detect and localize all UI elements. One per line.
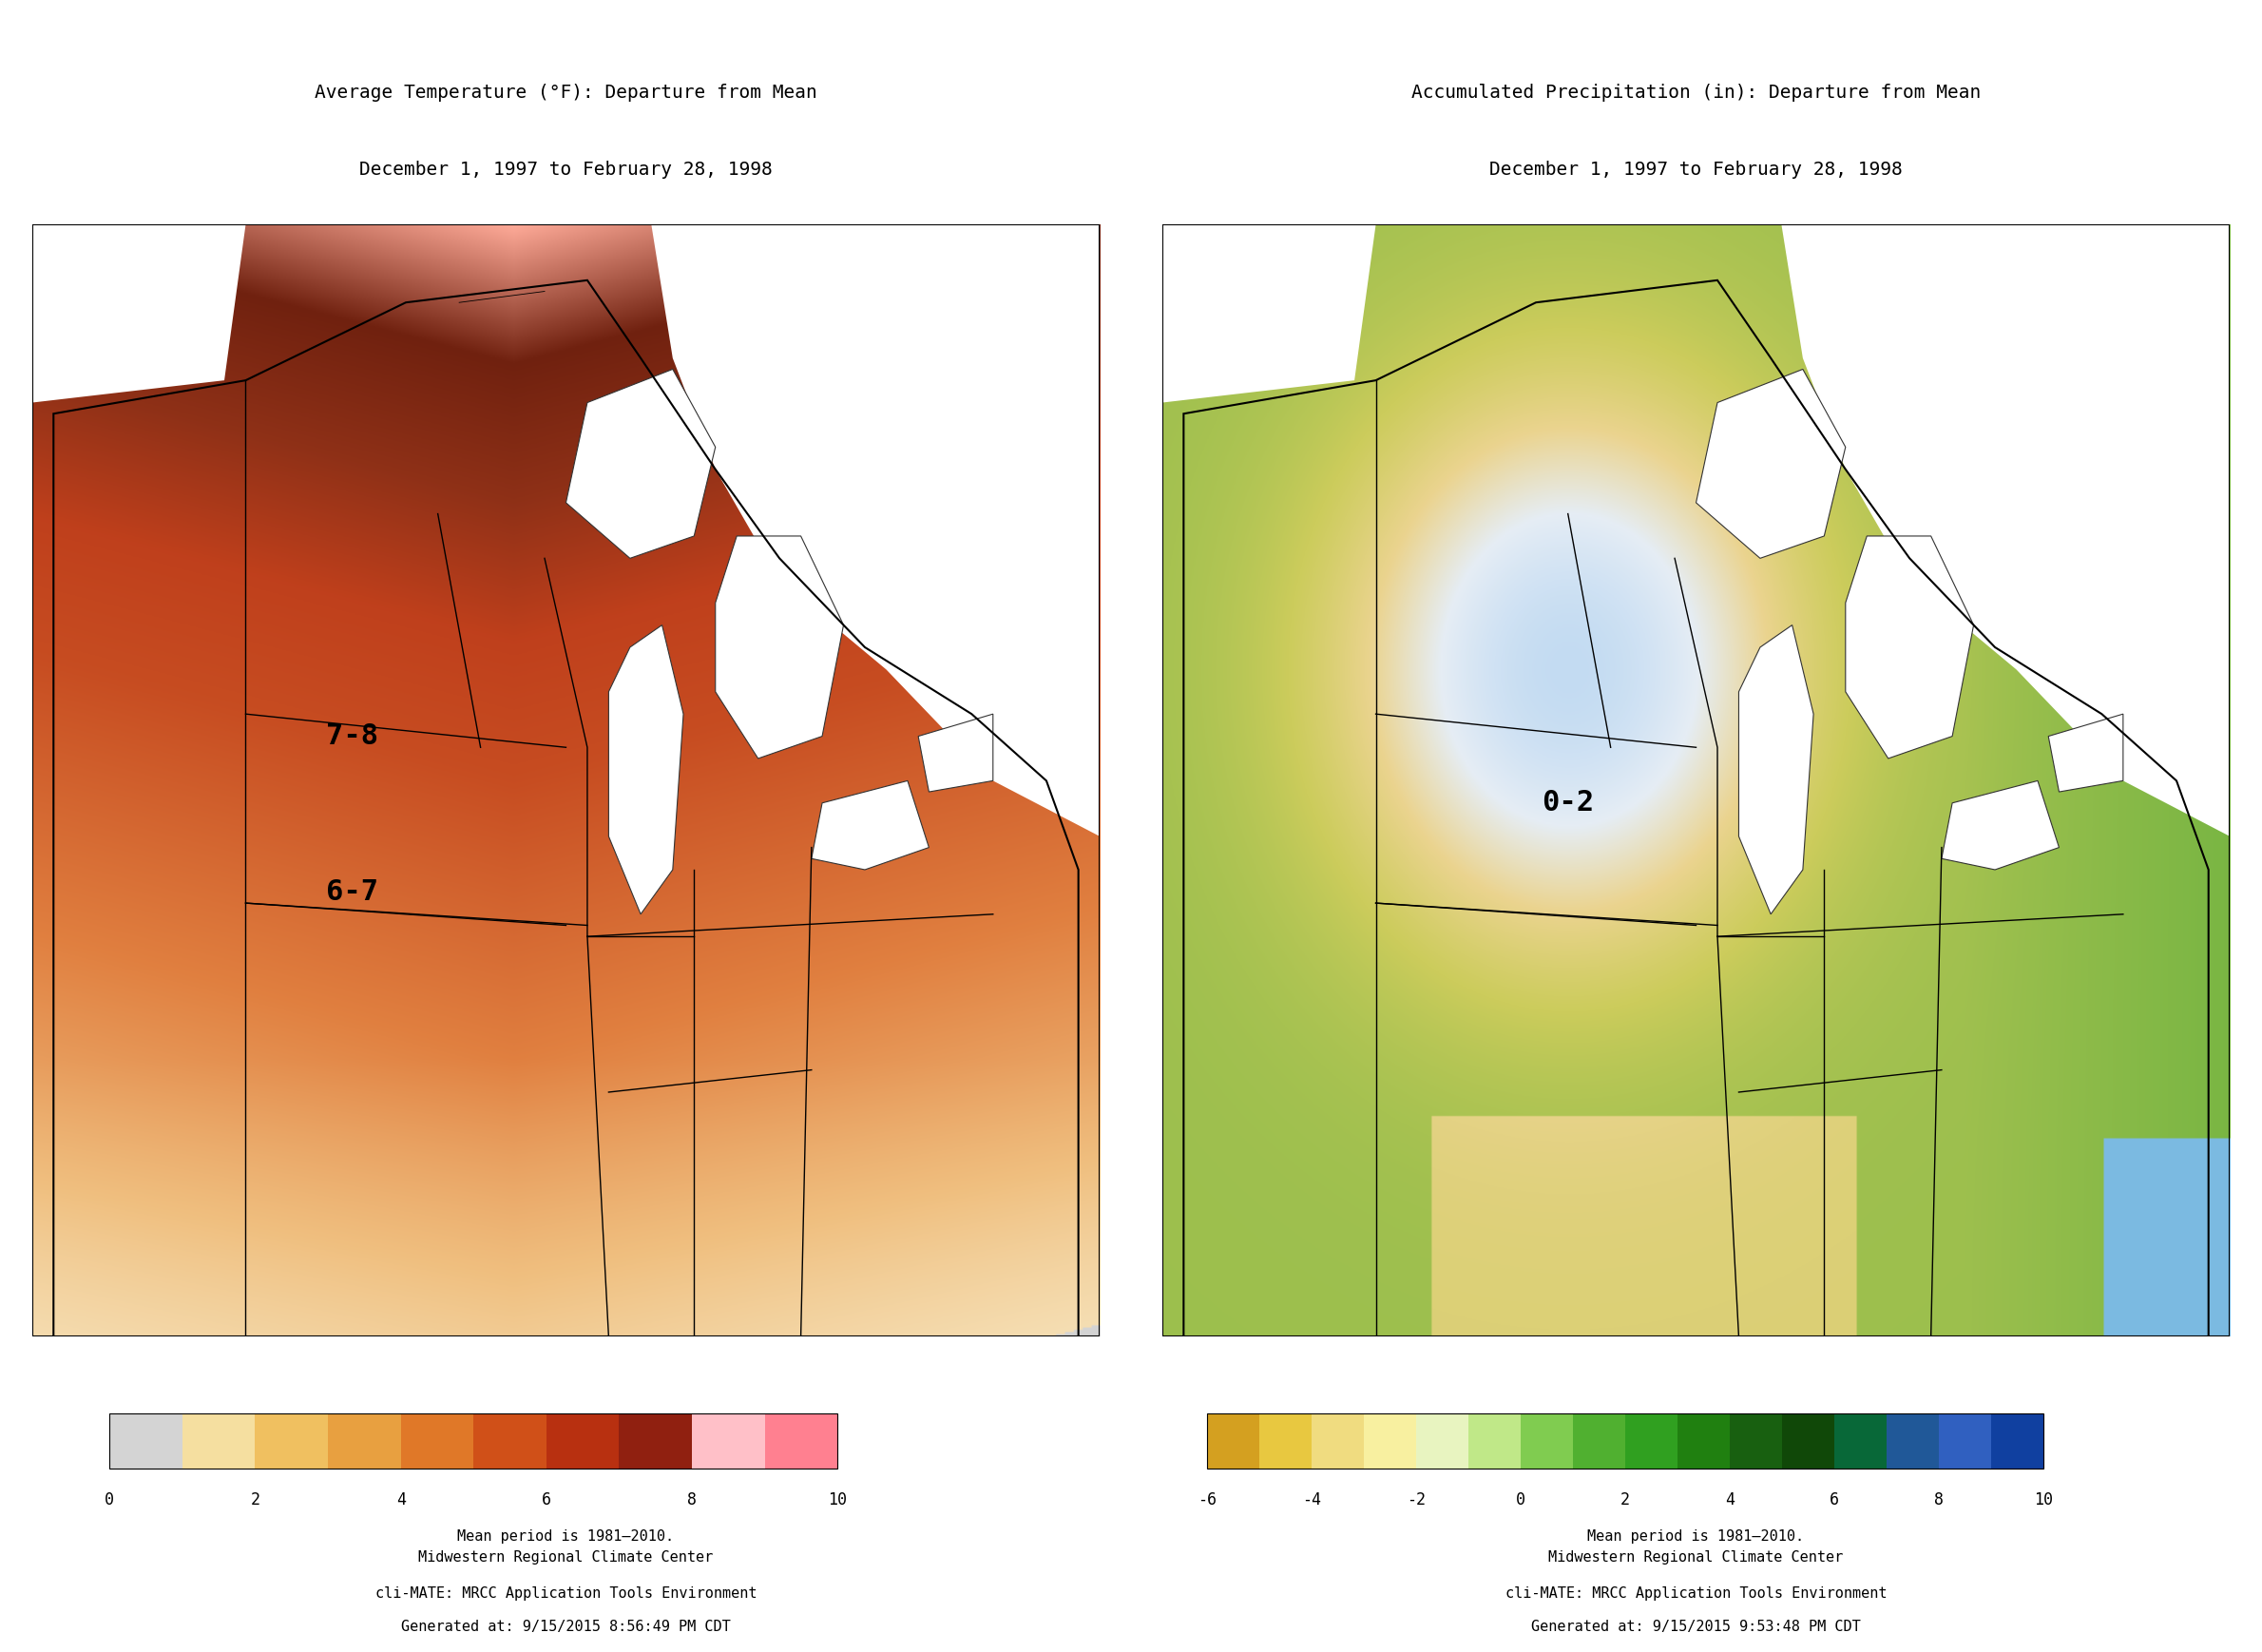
Text: cli-MATE: MRCC Application Tools Environment: cli-MATE: MRCC Application Tools Environ…: [375, 1586, 758, 1601]
Text: 0: 0: [104, 1490, 115, 1508]
Polygon shape: [2049, 714, 2124, 791]
Polygon shape: [608, 624, 683, 914]
Text: -4: -4: [1303, 1490, 1321, 1508]
Text: 6: 6: [541, 1490, 552, 1508]
Text: 6: 6: [1830, 1490, 1839, 1508]
Polygon shape: [1739, 624, 1814, 914]
Text: Generated at: 9/15/2015 9:53:48 PM CDT: Generated at: 9/15/2015 9:53:48 PM CDT: [1531, 1621, 1862, 1634]
Bar: [400, 1412, 473, 1469]
Text: 7-8: 7-8: [326, 722, 378, 750]
Text: Midwestern Regional Climate Center: Midwestern Regional Climate Center: [418, 1551, 713, 1564]
Text: 2: 2: [1620, 1490, 1631, 1508]
Bar: [1260, 1412, 1312, 1469]
Text: Mean period is 1981–2010.: Mean period is 1981–2010.: [457, 1530, 674, 1545]
Text: 8: 8: [688, 1490, 697, 1508]
Bar: [328, 1412, 400, 1469]
Bar: [109, 1412, 183, 1469]
Text: Midwestern Regional Climate Center: Midwestern Regional Climate Center: [1549, 1551, 1844, 1564]
Bar: [256, 1412, 328, 1469]
Text: 6-7: 6-7: [326, 879, 378, 905]
Polygon shape: [1782, 225, 2230, 836]
Text: Average Temperature (°F): Departure from Mean: Average Temperature (°F): Departure from…: [314, 84, 817, 102]
Text: -6: -6: [1197, 1490, 1217, 1508]
Text: 10: 10: [828, 1490, 846, 1508]
Polygon shape: [1696, 368, 1846, 558]
Text: 8: 8: [1934, 1490, 1943, 1508]
Bar: [1520, 1412, 1572, 1469]
Polygon shape: [812, 781, 930, 869]
Bar: [109, 1412, 837, 1469]
Bar: [1887, 1412, 1939, 1469]
Bar: [1312, 1412, 1364, 1469]
Bar: [183, 1412, 256, 1469]
Bar: [1782, 1412, 1834, 1469]
Text: cli-MATE: MRCC Application Tools Environment: cli-MATE: MRCC Application Tools Environ…: [1504, 1586, 1887, 1601]
Bar: [1416, 1412, 1468, 1469]
Text: 4: 4: [396, 1490, 405, 1508]
Bar: [692, 1412, 765, 1469]
Polygon shape: [1941, 781, 2058, 869]
Bar: [1468, 1412, 1520, 1469]
Bar: [1991, 1412, 2045, 1469]
Polygon shape: [918, 714, 993, 791]
Bar: [1208, 1412, 1260, 1469]
Bar: [1939, 1412, 1991, 1469]
Polygon shape: [1163, 225, 1375, 403]
Bar: [1572, 1412, 1626, 1469]
Bar: [1626, 1412, 1678, 1469]
Text: Accumulated Precipitation (in): Departure from Mean: Accumulated Precipitation (in): Departur…: [1411, 84, 1982, 102]
Polygon shape: [1846, 535, 1975, 758]
Polygon shape: [715, 535, 844, 758]
Bar: [1364, 1412, 1416, 1469]
Bar: [765, 1412, 837, 1469]
Text: December 1, 1997 to February 28, 1998: December 1, 1997 to February 28, 1998: [1488, 160, 1902, 178]
Bar: [547, 1412, 620, 1469]
Text: 2: 2: [251, 1490, 260, 1508]
Text: 10: 10: [2034, 1490, 2054, 1508]
Polygon shape: [32, 225, 247, 403]
Bar: [1678, 1412, 1730, 1469]
Text: 4: 4: [1726, 1490, 1735, 1508]
Bar: [1834, 1412, 1887, 1469]
Bar: [620, 1412, 692, 1469]
Bar: [1730, 1412, 1782, 1469]
Text: December 1, 1997 to February 28, 1998: December 1, 1997 to February 28, 1998: [360, 160, 774, 178]
Text: Mean period is 1981–2010.: Mean period is 1981–2010.: [1588, 1530, 1805, 1545]
Text: 0: 0: [1516, 1490, 1525, 1508]
Bar: [1208, 1412, 2045, 1469]
Bar: [473, 1412, 547, 1469]
Text: Generated at: 9/15/2015 8:56:49 PM CDT: Generated at: 9/15/2015 8:56:49 PM CDT: [400, 1621, 731, 1634]
Polygon shape: [651, 225, 1099, 836]
Polygon shape: [566, 368, 715, 558]
Text: -2: -2: [1407, 1490, 1425, 1508]
Text: 0-2: 0-2: [1543, 790, 1595, 816]
